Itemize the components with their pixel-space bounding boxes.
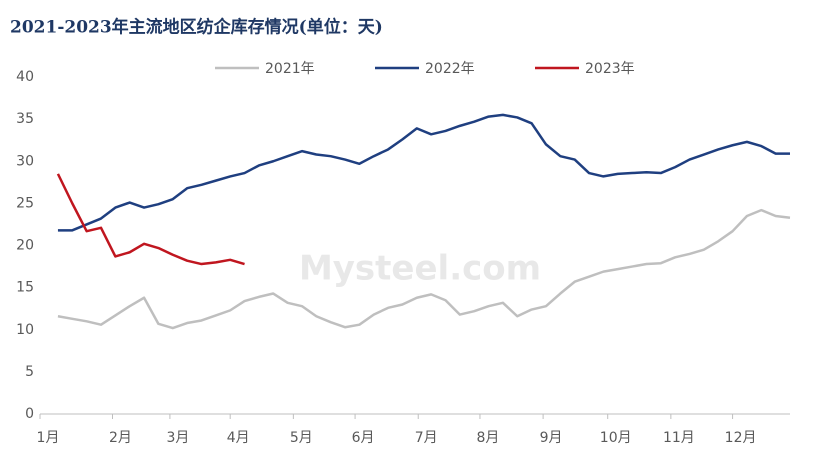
x-tick-label: 3月 [166,430,189,446]
x-tick-label: 8月 [476,430,499,446]
series-line [57,208,791,330]
y-tick-label: 30 [16,153,34,169]
x-tick-label: 10月 [600,430,632,446]
y-tick-label: 20 [16,238,34,254]
x-tick-label: 4月 [227,430,250,446]
y-tick-label: 40 [16,69,34,85]
x-tick-label: 6月 [352,430,375,446]
legend-label: 2022年 [425,61,475,77]
y-tick-label: 10 [16,322,34,338]
y-tick-label: 0 [25,406,34,422]
x-tick-label: 1月 [37,430,60,446]
x-tick-label: 12月 [725,430,757,446]
legend-label: 2021年 [265,61,315,77]
x-tick-label: 7月 [415,430,438,446]
x-tick-label: 2月 [109,430,132,446]
y-tick-label: 35 [16,111,34,127]
y-tick-label: 15 [16,280,34,296]
x-tick-label: 9月 [540,430,563,446]
chart-title: 2021-2023年主流地区纺企库存情况(单位：天) [10,17,383,38]
x-tick-label: 11月 [663,430,695,446]
series-line [56,173,245,266]
series-line [57,113,790,232]
legend-label: 2023年 [585,61,635,77]
y-tick-label: 25 [16,195,34,211]
x-tick-label: 5月 [290,430,313,446]
watermark: Mysteel.com [299,249,541,289]
y-tick-label: 5 [25,364,34,380]
